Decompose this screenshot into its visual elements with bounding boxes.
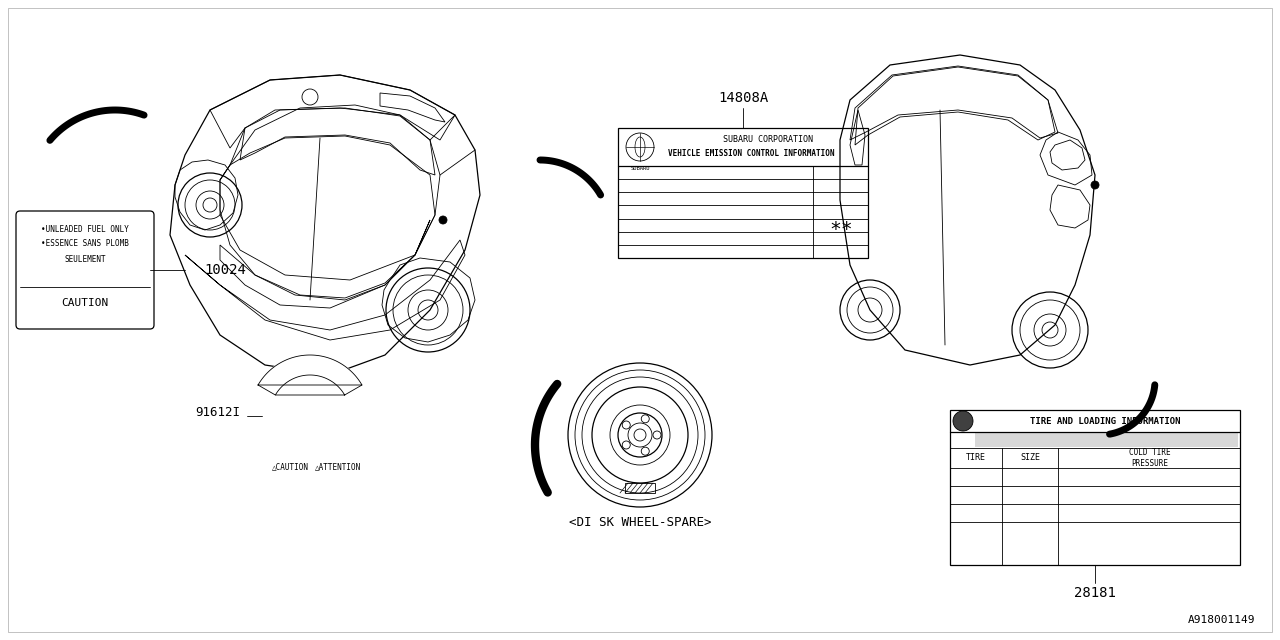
Text: CAUTION: CAUTION — [61, 298, 109, 308]
Text: 28181: 28181 — [1074, 586, 1116, 600]
Text: 91612I: 91612I — [195, 406, 241, 419]
Text: TIRE AND LOADING INFORMATION: TIRE AND LOADING INFORMATION — [1029, 417, 1180, 426]
Text: <DI SK WHEEL-SPARE>: <DI SK WHEEL-SPARE> — [568, 516, 712, 529]
Text: △CAUTION: △CAUTION — [271, 463, 308, 472]
Text: •ESSENCE SANS PLOMB: •ESSENCE SANS PLOMB — [41, 239, 129, 248]
Text: 14808A: 14808A — [718, 91, 768, 105]
Text: COLD TIRE
PRESSURE: COLD TIRE PRESSURE — [1129, 448, 1171, 468]
FancyBboxPatch shape — [975, 433, 1238, 447]
Text: SUBARU CORPORATION: SUBARU CORPORATION — [723, 136, 813, 145]
Text: SIZE: SIZE — [1020, 454, 1039, 463]
Text: SEULEMENT: SEULEMENT — [64, 255, 106, 264]
Text: SUBARU: SUBARU — [630, 166, 650, 172]
Text: △ATTENTION: △ATTENTION — [315, 463, 361, 472]
Circle shape — [1091, 181, 1100, 189]
Text: VEHICLE EMISSION CONTROL INFORMATION: VEHICLE EMISSION CONTROL INFORMATION — [668, 148, 835, 157]
Polygon shape — [259, 355, 362, 395]
Text: A918001149: A918001149 — [1188, 615, 1254, 625]
Circle shape — [439, 216, 447, 224]
Text: 10024: 10024 — [204, 263, 246, 277]
Text: **: ** — [829, 221, 852, 239]
Text: •UNLEADED FUEL ONLY: •UNLEADED FUEL ONLY — [41, 225, 129, 234]
Circle shape — [954, 411, 973, 431]
Text: TIRE: TIRE — [966, 454, 986, 463]
